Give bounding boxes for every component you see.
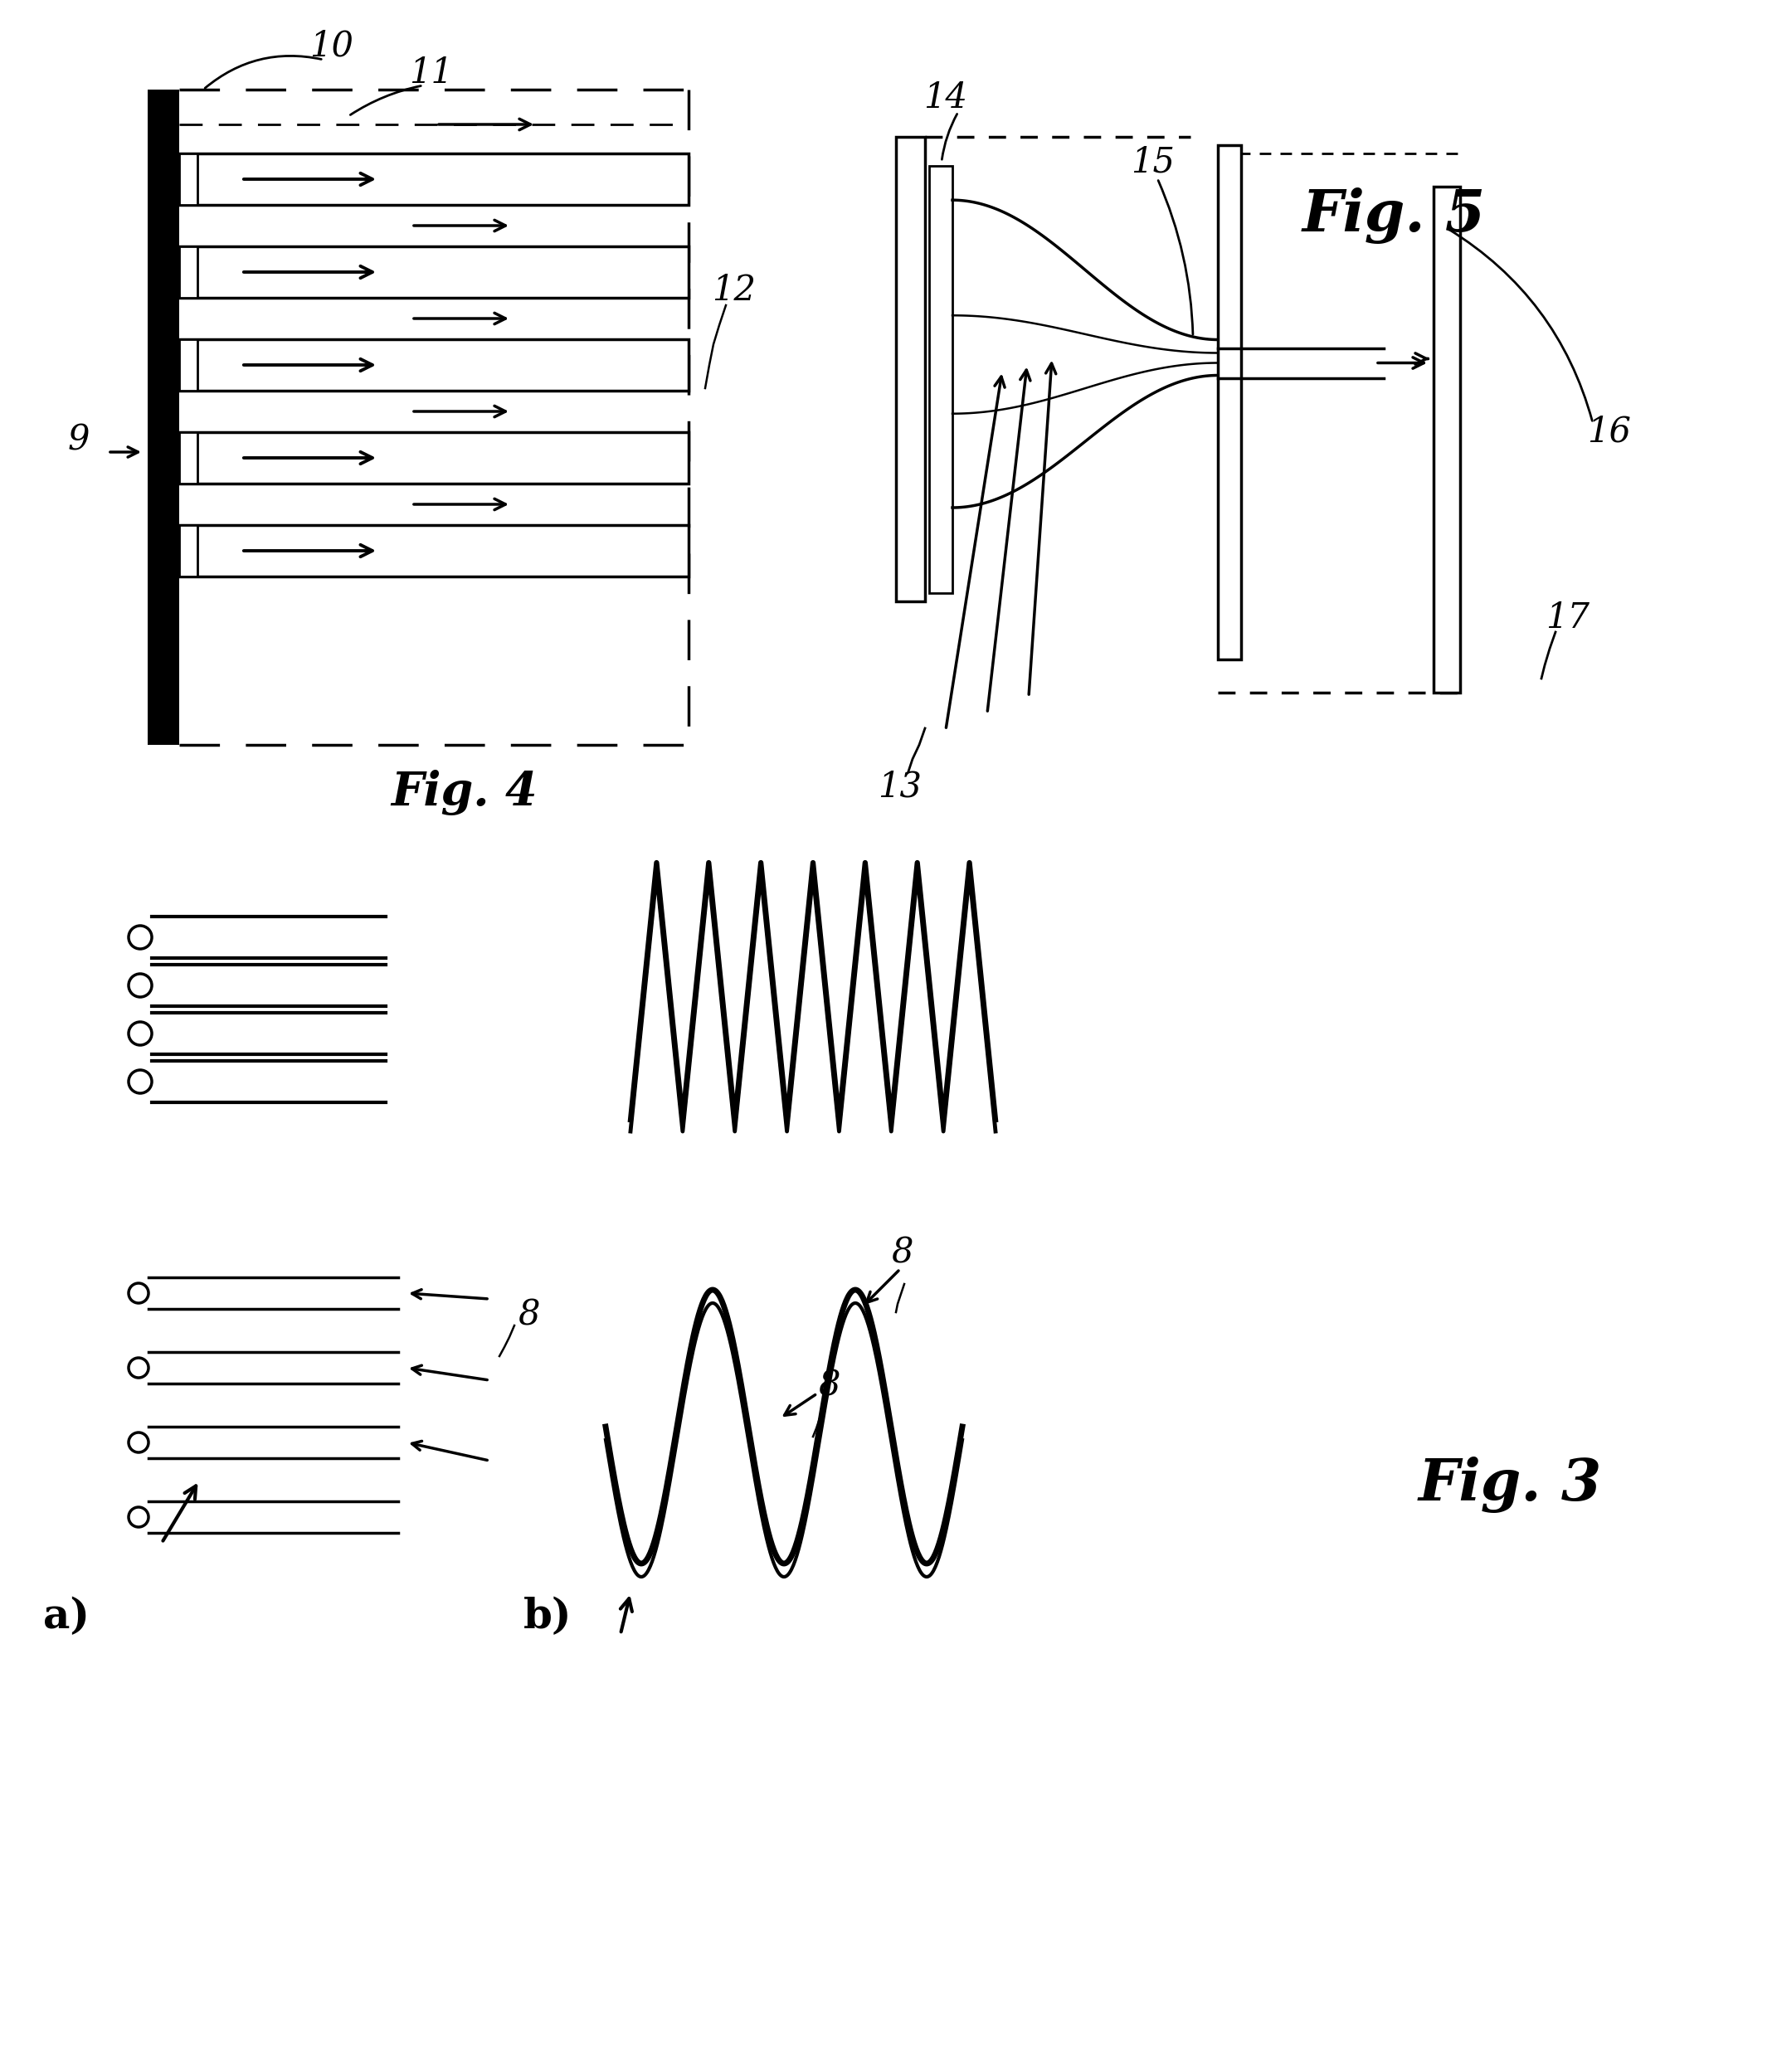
- Bar: [179, 153, 197, 205]
- Text: Fig. 5: Fig. 5: [1303, 186, 1486, 244]
- Text: 8: 8: [819, 1368, 841, 1403]
- Bar: [179, 153, 688, 205]
- Text: 14: 14: [924, 81, 968, 116]
- Bar: [1434, 186, 1461, 692]
- Text: 17: 17: [1546, 601, 1590, 636]
- Text: 12: 12: [713, 274, 757, 309]
- Text: 13: 13: [878, 769, 922, 804]
- Bar: [179, 524, 688, 576]
- Text: Fig. 4: Fig. 4: [391, 769, 538, 814]
- Circle shape: [128, 974, 151, 997]
- Bar: [179, 433, 688, 483]
- Circle shape: [128, 1283, 149, 1303]
- Circle shape: [128, 926, 151, 949]
- Circle shape: [128, 1432, 149, 1452]
- Bar: [179, 247, 197, 298]
- Text: a): a): [43, 1598, 89, 1637]
- Circle shape: [128, 1506, 149, 1527]
- Bar: [896, 137, 926, 601]
- Text: b): b): [522, 1598, 572, 1637]
- Text: 15: 15: [1132, 145, 1175, 178]
- Circle shape: [128, 1021, 151, 1044]
- Bar: [179, 247, 688, 298]
- Bar: [1217, 145, 1240, 659]
- Bar: [179, 340, 688, 392]
- Circle shape: [128, 1357, 149, 1378]
- Bar: [929, 166, 952, 593]
- Text: 8: 8: [892, 1235, 913, 1270]
- Bar: [147, 89, 179, 744]
- Text: 10: 10: [309, 29, 354, 62]
- Text: 16: 16: [1587, 414, 1631, 450]
- Text: Fig. 3: Fig. 3: [1418, 1457, 1601, 1513]
- Text: 11: 11: [409, 56, 453, 91]
- Text: 9: 9: [68, 423, 91, 458]
- Text: 8: 8: [519, 1297, 540, 1332]
- Bar: [179, 433, 197, 483]
- Circle shape: [128, 1069, 151, 1094]
- Bar: [179, 524, 197, 576]
- Bar: [179, 340, 197, 392]
